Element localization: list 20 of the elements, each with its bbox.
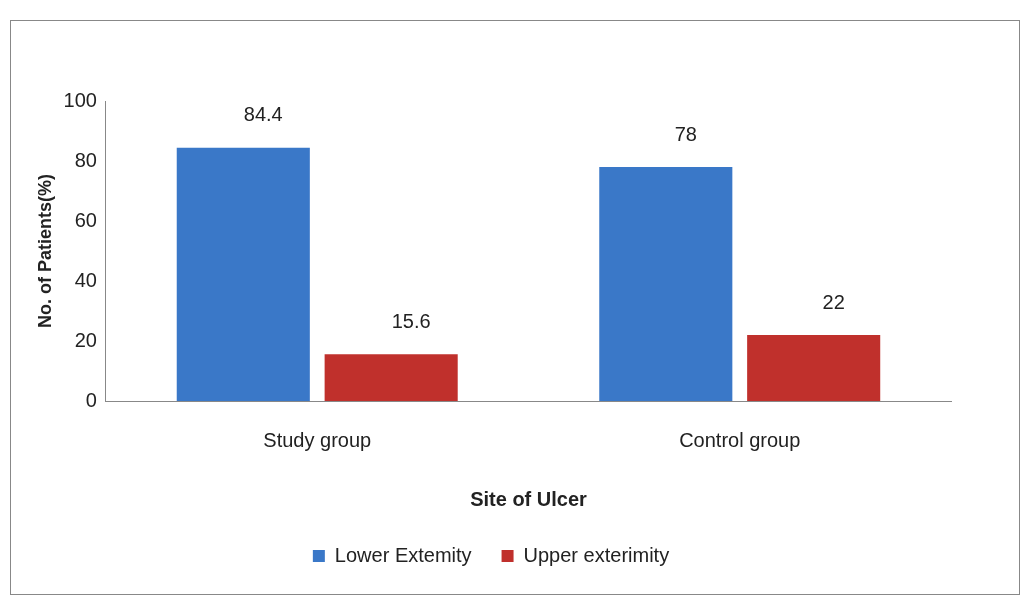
x-tick-label: Study group	[263, 428, 372, 451]
data-label: 84.4	[243, 103, 283, 126]
bar	[176, 147, 310, 401]
y-tick-label: 100	[63, 88, 97, 111]
bar	[599, 167, 733, 401]
x-tick-label: Control group	[679, 428, 801, 451]
bar	[747, 335, 881, 401]
y-axis-title: No. of Patients(%)	[34, 173, 55, 329]
data-label: 78	[674, 122, 697, 145]
data-label: 22	[822, 290, 845, 313]
y-tick-label: 40	[74, 268, 97, 291]
y-tick-label: 80	[74, 148, 97, 171]
legend-label: Lower Extemity	[334, 543, 472, 566]
y-tick-label: 60	[74, 208, 97, 231]
y-tick-label: 0	[85, 388, 97, 411]
y-tick-label: 20	[74, 328, 97, 351]
data-label: 15.6	[391, 309, 431, 332]
x-axis-title: Site of Ulcer	[470, 487, 588, 510]
legend-label: Upper exterimity	[523, 543, 670, 566]
bar	[324, 354, 458, 401]
